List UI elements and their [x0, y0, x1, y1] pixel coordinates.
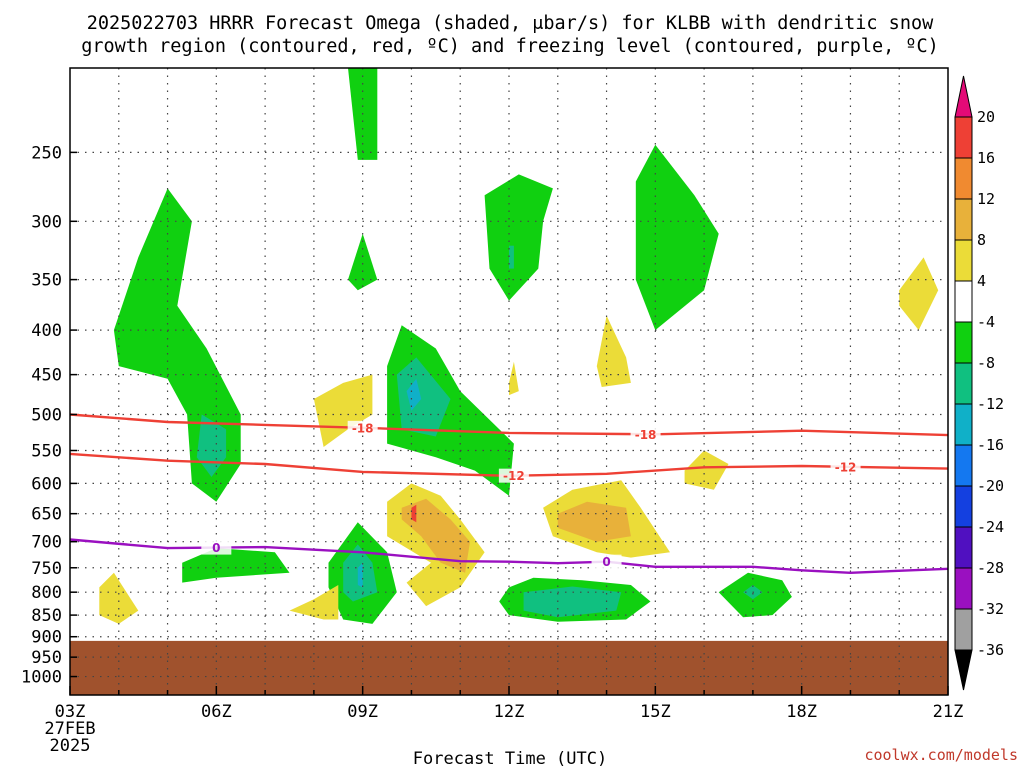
y-tick-label-650: 650	[31, 505, 62, 525]
omega-region-20	[596, 315, 631, 387]
omega-region-15	[523, 586, 622, 618]
credit-text: coolwx.com/models	[864, 746, 1018, 764]
colorbar: 20 16 12 8 4 -4 -8 -12 -16 -20 -24 -28 -32 -36	[954, 75, 1004, 691]
colorbar-box-7	[954, 403, 973, 446]
colorbar-box-5	[954, 321, 973, 364]
colorbar-box-2	[954, 198, 973, 241]
colorbar-box-0	[954, 116, 973, 159]
omega-region-7	[484, 174, 553, 301]
colorbar-label-6: -8	[977, 354, 995, 372]
y-tick-label-1000: 1000	[21, 668, 62, 688]
omega-region-26	[684, 450, 729, 490]
contour-label-1-0: -12	[503, 469, 525, 483]
temperature-contours: -18 -18 -12 -12 0 0	[69, 413, 949, 575]
y-tick-label-250: 250	[31, 143, 62, 163]
x-tick-label-18Z: 18Z	[786, 702, 817, 722]
colorbar-label-3: 8	[977, 231, 986, 249]
x-start-date-label-0: 27FEB	[44, 719, 95, 739]
colorbar-label-5: -4	[977, 313, 995, 331]
colorbar-label-12: -32	[977, 600, 1004, 618]
contour-label-bg	[591, 554, 622, 569]
omega-region-28	[99, 572, 139, 624]
contour-label-1-1: -12	[835, 460, 857, 474]
colorbar-box-8	[954, 444, 973, 487]
x-tick-label-12Z: 12Z	[494, 702, 525, 722]
contour-label-0-0: -18	[352, 421, 374, 435]
contour-line-2	[69, 538, 949, 575]
omega-region-8	[509, 245, 514, 269]
colorbar-label-2: 12	[977, 190, 995, 208]
colorbar-label-8: -16	[977, 436, 1004, 454]
contour-line-0	[69, 413, 949, 437]
contour-label-2-1: 0	[602, 555, 610, 569]
colorbar-label-10: -24	[977, 518, 1004, 536]
x-tick-label-21Z: 21Z	[933, 702, 964, 722]
contour-label-bg	[630, 427, 661, 442]
x-tick-label-03Z: 03Z	[55, 702, 86, 722]
omega-region-19	[509, 361, 519, 396]
omega-region-25	[557, 501, 631, 542]
colorbar-box-4	[954, 280, 973, 323]
contour-label-bg	[498, 468, 529, 483]
y-tick-label-300: 300	[31, 212, 62, 232]
colorbar-label-11: -28	[977, 559, 1004, 577]
omega-region-29	[289, 585, 339, 620]
omega-region-23	[411, 504, 417, 523]
y-tick-label-400: 400	[31, 321, 62, 341]
omega-region-6	[406, 378, 422, 411]
ground-rect	[70, 640, 948, 695]
x-tick-label-09Z: 09Z	[347, 702, 378, 722]
omega-region-13	[357, 562, 363, 588]
colorbar-label-9: -20	[977, 477, 1004, 495]
omega-region-22	[401, 498, 470, 573]
y-tick-label-450: 450	[31, 366, 62, 386]
colorbar-box-12	[954, 608, 973, 651]
colorbar-top-arrow	[954, 75, 973, 118]
omega-region-27	[899, 257, 939, 331]
y-tick-label-950: 950	[31, 648, 62, 668]
x-axis-label: Forecast Time (UTC)	[413, 749, 607, 768]
y-tick-label-600: 600	[31, 474, 62, 494]
colorbar-label-13: -36	[977, 641, 1004, 659]
x-tick-label-06Z: 06Z	[201, 702, 232, 722]
contour-label-bg	[347, 420, 378, 435]
colorbar-bottom-arrow	[954, 649, 973, 691]
y-tick-label-800: 800	[31, 583, 62, 603]
y-tick-label-900: 900	[31, 628, 62, 648]
contour-label-2-0: 0	[212, 541, 220, 555]
colorbar-box-6	[954, 362, 973, 405]
x-tick-label-15Z: 15Z	[640, 702, 671, 722]
x-start-date-label-1: 2025	[50, 736, 91, 756]
y-tick-label-850: 850	[31, 606, 62, 626]
colorbar-label-1: 16	[977, 149, 995, 167]
colorbar-box-3	[954, 239, 973, 282]
colorbar-label-7: -12	[977, 395, 1004, 413]
colorbar-label-0: 20	[977, 108, 995, 126]
contour-label-bg	[830, 459, 861, 474]
colorbar-label-4: 4	[977, 272, 986, 290]
omega-region-3	[348, 233, 378, 291]
colorbar-box-10	[954, 526, 973, 569]
colorbar-box-1	[954, 157, 973, 200]
y-tick-label-550: 550	[31, 442, 62, 462]
contour-label-bg	[201, 540, 232, 555]
colorbar-box-11	[954, 567, 973, 610]
chart-title-line2: growth region (contoured, red, ºC) and f…	[81, 36, 939, 57]
axes: 2503003504004505005506006507007508008509…	[21, 67, 964, 756]
colorbar-box-9	[954, 485, 973, 528]
y-tick-label-500: 500	[31, 405, 62, 425]
omega-region-5	[396, 357, 451, 437]
chart-title-line1: 2025022703 HRRR Forecast Omega (shaded, …	[87, 13, 934, 34]
y-tick-label-750: 750	[31, 559, 62, 579]
omega-region-18	[313, 374, 373, 447]
ground-fill	[70, 640, 948, 695]
contour-label-0-1: -18	[635, 428, 657, 442]
omega-region-9	[635, 144, 719, 331]
y-tick-label-350: 350	[31, 271, 62, 291]
omega-region-10	[182, 548, 290, 583]
y-tick-label-700: 700	[31, 533, 62, 553]
